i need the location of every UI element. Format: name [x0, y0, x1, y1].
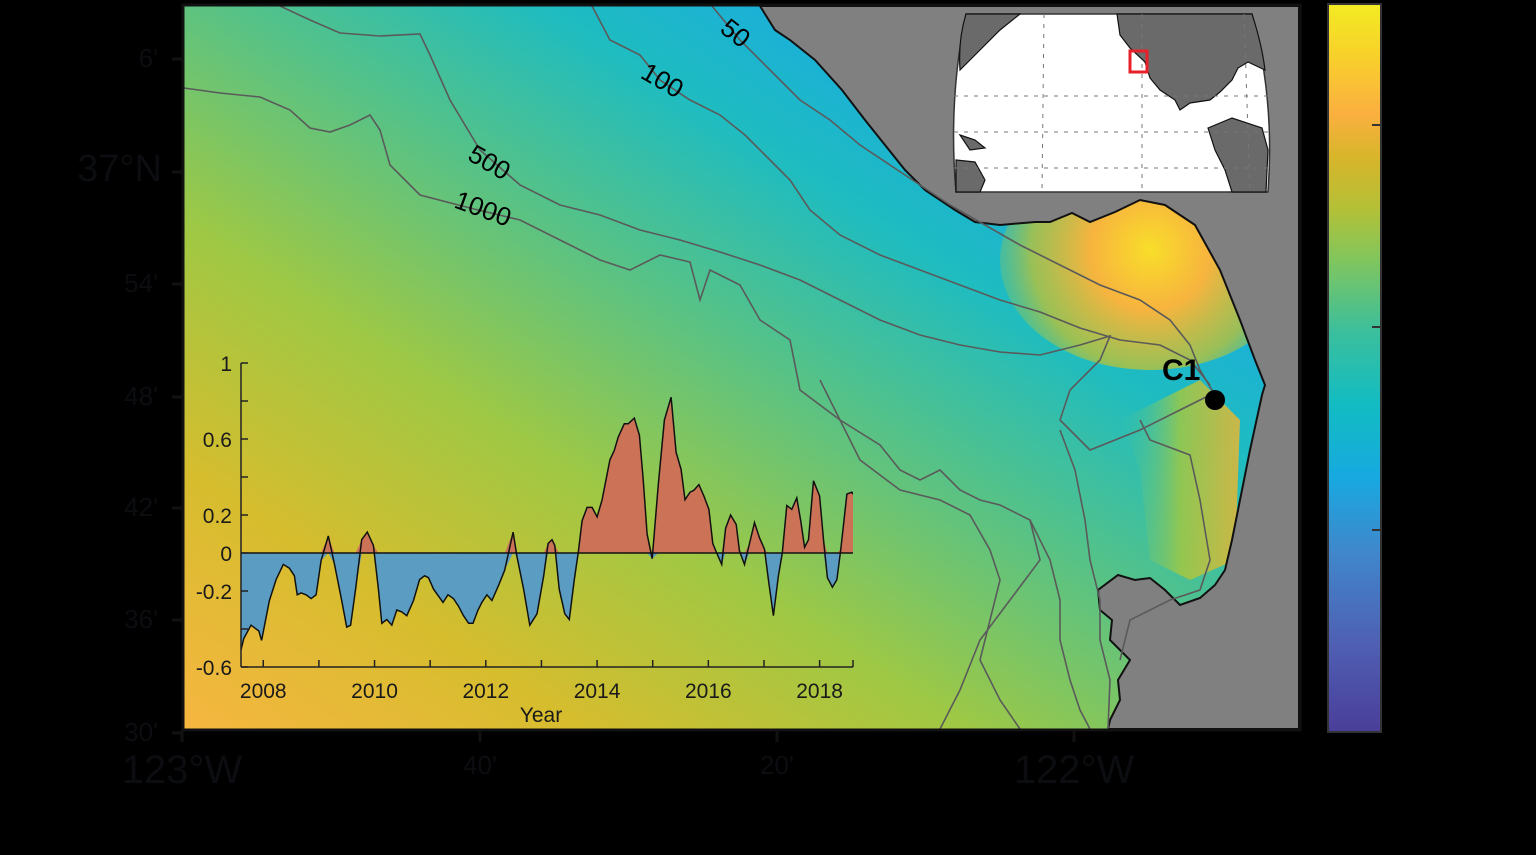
contour-50: [711, 6, 1216, 396]
colorbar: [1327, 3, 1382, 733]
negative-anomaly-area: [241, 553, 853, 650]
contour-1000: [184, 87, 1041, 729]
north-america-shape: [1116, 13, 1266, 111]
anomaly-line: [241, 396, 853, 651]
y-tick-label: 54': [124, 268, 158, 298]
inset-x-tick-label: 2016: [685, 680, 732, 703]
new-guinea-shape: [958, 133, 987, 151]
anomaly-timeseries-inset: 1 0.6 0.2 0 -0.2 -0.6 2008 2010 2012 2014 2016 2018…: [196, 353, 854, 727]
inset-x-tick-label: 2010: [351, 680, 398, 703]
contour-100: [591, 6, 1211, 386]
inset-y-tick-label: -0.2: [196, 581, 232, 604]
x-axis-ticks: [180, 730, 1076, 742]
inset-x-tick-label: 2008: [240, 680, 287, 703]
y-tick-label: 37°N: [77, 148, 162, 190]
inset-x-tick-label: 2012: [462, 680, 509, 703]
inset-y-tick-label: 0.2: [203, 505, 232, 528]
bathymetry-contours: [184, 6, 1216, 729]
y-tick-label: 42': [124, 492, 158, 522]
contour-deep-4: [1119, 419, 1211, 661]
inset-x-axis-label: Year: [520, 704, 562, 727]
y-tick-label: 48': [124, 381, 158, 411]
y-axis-ticks: [172, 57, 183, 735]
locator-inset-map: [952, 13, 1271, 193]
inset-y-tick-label: 0: [220, 543, 232, 566]
x-tick-label: 123°W: [121, 748, 243, 792]
inset-x-tick-label: 2018: [796, 680, 843, 703]
inset-axes: [240, 362, 854, 668]
x-tick-label: 20': [760, 750, 794, 780]
station-c1: C1: [1162, 354, 1225, 410]
study-area-box: [1128, 49, 1149, 74]
asia-shape: [959, 13, 1022, 72]
contour-deep-2: [1029, 519, 1091, 729]
x-tick-label: 40': [463, 750, 497, 780]
contour-500: [279, 6, 1211, 451]
inset-tick-labels: 1 0.6 0.2 0 -0.2 -0.6 2008 2010 2012 2014 2016 2018: [196, 353, 843, 703]
inset-y-tick-label: 1: [220, 353, 232, 376]
y-tick-label: 30': [124, 717, 158, 747]
station-marker: [1205, 390, 1225, 410]
y-tick-label: 6': [138, 43, 158, 73]
inset-x-tick-label: 2014: [574, 680, 621, 703]
south-america-shape: [1207, 117, 1269, 193]
positive-anomaly-area: [241, 397, 853, 553]
inset-y-tick-label: -0.6: [196, 657, 232, 680]
inset-y-tick-label: 0.6: [203, 429, 232, 452]
y-tick-label: 36': [124, 604, 158, 634]
station-label: C1: [1162, 354, 1200, 387]
x-tick-label: 122°W: [1013, 748, 1135, 792]
coastal-warm-strip: [1120, 380, 1240, 580]
map-frame: [181, 3, 1302, 732]
contour-deep-3: [1059, 429, 1111, 729]
contour-deep-1: [819, 379, 1021, 729]
